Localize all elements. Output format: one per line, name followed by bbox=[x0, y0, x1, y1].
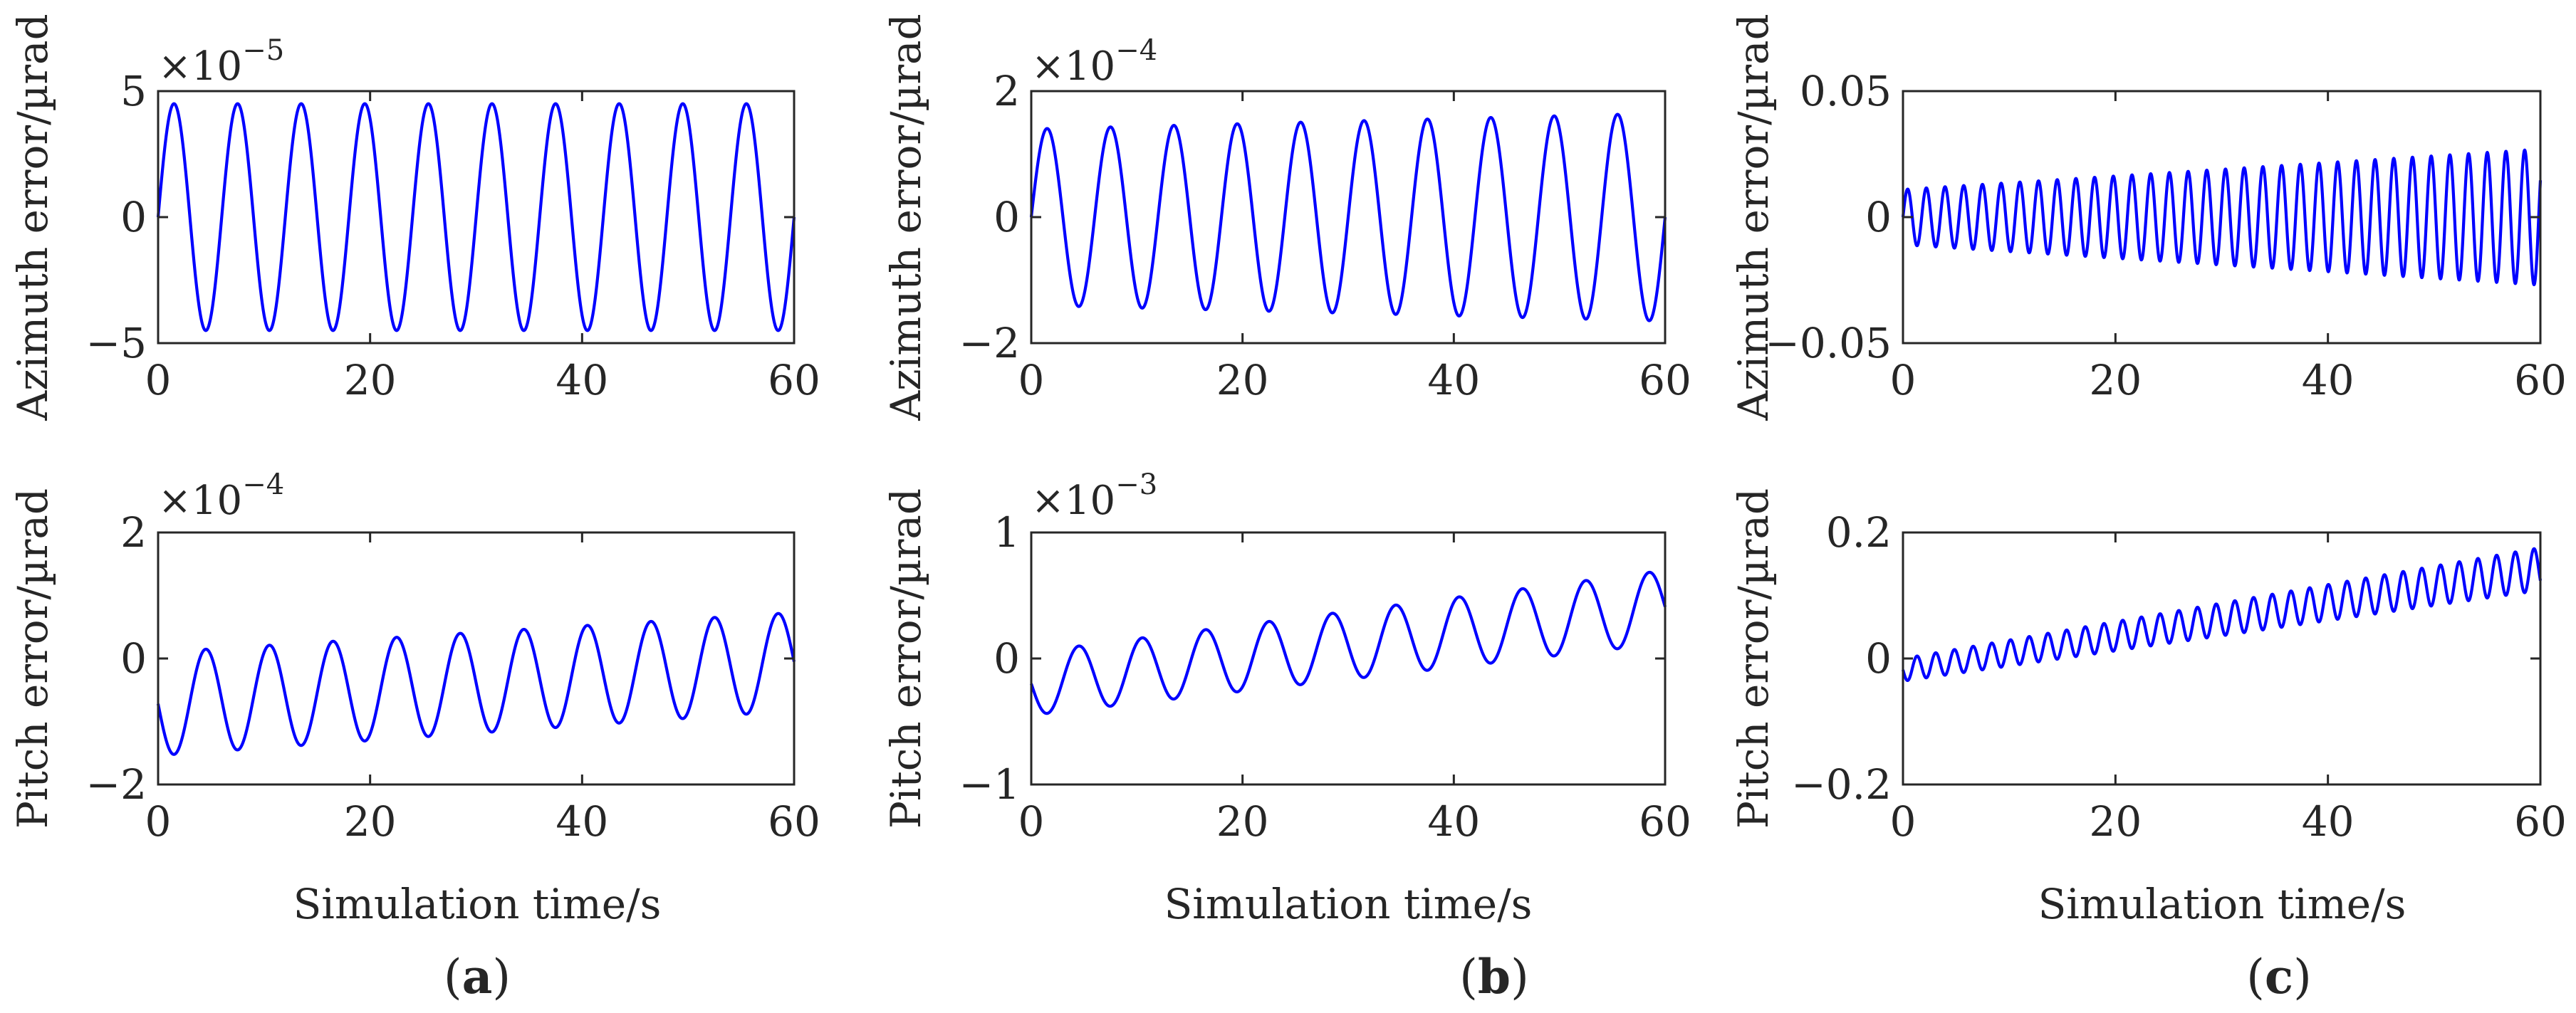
y-tick-label: −2 bbox=[86, 760, 147, 809]
x-tick-label: 0 bbox=[1890, 356, 1917, 404]
axis-multiplier: ×10−4 bbox=[158, 468, 284, 524]
x-tick-label: 20 bbox=[2089, 356, 2142, 404]
x-tick-label: 60 bbox=[2514, 356, 2567, 404]
axis-multiplier: ×10−5 bbox=[158, 34, 284, 90]
y-tick-label: 0 bbox=[120, 634, 147, 683]
x-tick-label: 20 bbox=[2089, 797, 2142, 846]
y-tick-label: 0 bbox=[1865, 634, 1892, 683]
series-line-error bbox=[1901, 547, 2543, 683]
y-axis-label: Pitch error/µrad bbox=[9, 488, 57, 829]
y-tick-label: −0.05 bbox=[1765, 319, 1892, 367]
series-line-error bbox=[1901, 148, 2543, 287]
y-tick-label: 0.2 bbox=[1826, 508, 1892, 557]
subplot-a-bottom: ×10−4 Pitch error/µrad Simulation time/s… bbox=[9, 468, 820, 928]
y-tick-label: 0 bbox=[1865, 193, 1892, 241]
y-axis-label: Azimuth error/µrad bbox=[9, 14, 57, 421]
subplot-b-top: ×10−4 Azimuth error/µrad 0 20 40 60−202 bbox=[882, 14, 1691, 421]
y-tick-label: 0 bbox=[120, 193, 147, 241]
y-axis-label: Pitch error/µrad bbox=[882, 488, 930, 829]
x-tick-label: 40 bbox=[2302, 797, 2355, 846]
x-tick-label: 60 bbox=[1639, 356, 1691, 404]
axis-multiplier: ×10−4 bbox=[1031, 34, 1157, 90]
y-tick-label: 0 bbox=[994, 193, 1020, 241]
x-tick-label: 0 bbox=[145, 356, 172, 404]
y-tick-label: 2 bbox=[994, 67, 1020, 115]
y-tick-label: 2 bbox=[120, 508, 147, 557]
x-tick-label: 0 bbox=[1890, 797, 1917, 846]
x-tick-label: 20 bbox=[1216, 356, 1269, 404]
x-tick-label: 40 bbox=[1427, 797, 1480, 846]
x-tick-label: 60 bbox=[768, 356, 820, 404]
y-tick-label: 0 bbox=[994, 634, 1020, 683]
y-tick-label: −0.2 bbox=[1791, 760, 1892, 809]
x-tick-label: 60 bbox=[1639, 797, 1691, 846]
y-axis-label: Azimuth error/µrad bbox=[1729, 14, 1778, 421]
x-tick-label: 20 bbox=[1216, 797, 1269, 846]
y-tick-label: −1 bbox=[959, 760, 1021, 809]
panel-label-c: (c) bbox=[2246, 949, 2312, 1004]
x-tick-label: 40 bbox=[2302, 356, 2355, 404]
y-tick-label: −2 bbox=[959, 319, 1021, 367]
y-tick-label: 1 bbox=[994, 508, 1020, 557]
subplot-b-bottom: ×10−3 Pitch error/µrad Simulation time/s… bbox=[882, 468, 1691, 928]
x-tick-label: 60 bbox=[768, 797, 820, 846]
x-axis-label: Simulation time/s bbox=[1164, 880, 1533, 928]
panel-label-a: (a) bbox=[444, 949, 511, 1004]
y-tick-label: 5 bbox=[120, 67, 147, 115]
x-axis-label: Simulation time/s bbox=[2038, 880, 2406, 928]
x-tick-label: 40 bbox=[556, 797, 608, 846]
panel-label-b: (b) bbox=[1459, 949, 1529, 1004]
x-tick-label: 0 bbox=[1018, 797, 1045, 846]
axes-frame bbox=[157, 531, 796, 786]
axis-multiplier: ×10−3 bbox=[1031, 468, 1157, 524]
series-line-error bbox=[156, 102, 796, 332]
x-tick-label: 20 bbox=[344, 797, 397, 846]
x-tick-label: 40 bbox=[1427, 356, 1480, 404]
x-axis-label: Simulation time/s bbox=[293, 880, 662, 928]
series-line-error bbox=[156, 612, 796, 756]
y-tick-label: −5 bbox=[86, 319, 147, 367]
y-tick-label: 0.05 bbox=[1800, 67, 1892, 115]
x-tick-label: 60 bbox=[2514, 797, 2567, 846]
y-axis-label: Azimuth error/µrad bbox=[882, 14, 930, 421]
x-tick-label: 20 bbox=[344, 356, 397, 404]
series-line-error bbox=[1029, 112, 1667, 322]
series-line-error bbox=[1030, 570, 1667, 715]
axes-frame bbox=[1030, 531, 1667, 786]
x-tick-label: 0 bbox=[1018, 356, 1045, 404]
x-tick-label: 0 bbox=[145, 797, 172, 846]
subplot-c-bottom: Pitch error/µrad Simulation time/s 0 20 40… bbox=[1729, 488, 2567, 928]
subplot-a-top: ×10−5 Azimuth error/µrad 0 20 40 60−505 bbox=[9, 14, 820, 421]
x-tick-label: 40 bbox=[556, 356, 608, 404]
y-axis-label: Pitch error/µrad bbox=[1729, 488, 1778, 829]
